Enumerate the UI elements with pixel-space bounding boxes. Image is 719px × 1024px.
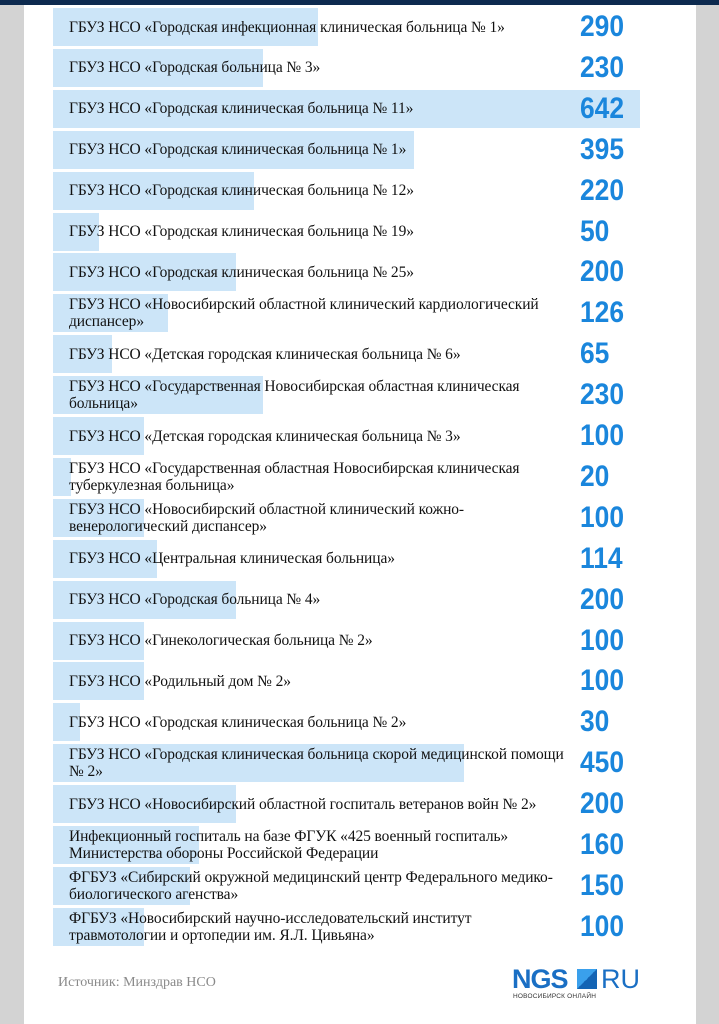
chart-row: ГБУЗ НСО «Родильный дом № 2» 100 xyxy=(53,662,653,701)
bar xyxy=(53,48,264,87)
value-label: 230 xyxy=(580,378,625,412)
value-label: 230 xyxy=(580,50,625,84)
chart-row: ГБУЗ НСО «Городская инфекционная клиниче… xyxy=(53,8,653,46)
chart-row: ФГБУЗ «Новосибирский научно-исследовател… xyxy=(53,907,653,946)
value-label: 450 xyxy=(580,746,625,780)
chart-row: ГБУЗ НСО «Городская больница № 3» 230 xyxy=(53,48,653,87)
value-label: 290 xyxy=(580,10,625,43)
chart-row: ГБУЗ НСО «Городская больница № 4» 200 xyxy=(53,580,653,619)
bar xyxy=(53,662,145,701)
bar xyxy=(53,253,236,292)
value-label: 50 xyxy=(580,214,610,248)
value-label: 642 xyxy=(580,91,625,125)
chart-row: ГБУЗ НСО «Городская клиническая больница… xyxy=(53,253,653,292)
value-label: 100 xyxy=(580,909,625,943)
bar xyxy=(53,457,72,496)
category-label: ГБУЗ НСО «Государственная областная Ново… xyxy=(69,459,520,494)
bar xyxy=(53,130,415,169)
category-label: ГБУЗ НСО «Городская инфекционная клиниче… xyxy=(69,18,505,36)
value-label: 160 xyxy=(580,828,625,861)
bar xyxy=(53,907,145,946)
logo-ngs: NGS xyxy=(512,964,569,994)
category-label: ФГБУЗ «Новосибирский научно-исследовател… xyxy=(69,909,472,944)
category-label: ГБУЗ НСО «Новосибирский областной госпит… xyxy=(69,795,537,813)
chart-row: ФГБУЗ «Сибирский окружной медицинский це… xyxy=(53,866,653,905)
category-label: ФГБУЗ «Сибирский окружной медицинский це… xyxy=(69,868,553,903)
bar xyxy=(53,171,255,210)
value-label: 65 xyxy=(580,337,610,371)
chart-row: ГБУЗ НСО «Городская клиническая больница… xyxy=(53,703,653,742)
bar xyxy=(53,417,145,455)
chart-row: ГБУЗ НСО «Гинекологическая больница № 2»… xyxy=(53,621,653,660)
chart-row: ГБУЗ НСО «Городская клиническая больница… xyxy=(53,89,653,128)
category-label: ГБУЗ НСО «Городская клиническая больница… xyxy=(69,100,414,118)
category-label: ГБУЗ НСО «Родильный дом № 2» xyxy=(69,672,291,690)
category-label: ГБУЗ НСО «Городская больница № 4» xyxy=(69,591,321,609)
bar xyxy=(53,826,200,864)
category-label: ГБУЗ НСО «Городская клиническая больница… xyxy=(69,746,564,781)
value-label: 220 xyxy=(580,173,625,207)
value-label: 20 xyxy=(580,459,610,493)
bar xyxy=(53,539,158,578)
top-bar xyxy=(0,0,719,5)
bar xyxy=(53,580,236,619)
value-label: 200 xyxy=(580,787,625,821)
value-label: 100 xyxy=(580,500,625,534)
chart-row: ГБУЗ НСО «Новосибирский областной клинич… xyxy=(53,294,653,333)
category-label: ГБУЗ НСО «Городская клиническая больница… xyxy=(69,182,414,200)
chart-row: ГБУЗ НСО «Новосибирский областной клинич… xyxy=(53,498,653,537)
chart-row: ГБУЗ НСО «Государственная областная Ново… xyxy=(53,457,653,496)
bar xyxy=(53,376,264,415)
bar xyxy=(53,8,319,46)
bar xyxy=(53,89,640,128)
value-label: 100 xyxy=(580,664,625,698)
bar xyxy=(53,212,99,251)
bar xyxy=(53,744,465,783)
bar xyxy=(53,866,191,905)
category-label: ГБУЗ НСО «Городская больница № 3» xyxy=(69,59,321,77)
category-label: ГБУЗ НСО «Городская клиническая больница… xyxy=(69,223,414,240)
chart-row: ГБУЗ НСО «Центральная клиническая больни… xyxy=(53,539,653,578)
chart-row: ГБУЗ НСО «Городская клиническая больница… xyxy=(53,130,653,169)
chart-row: ГБУЗ НСО «Городская клиническая больница… xyxy=(53,212,653,251)
value-label: 30 xyxy=(580,705,610,739)
chart-row: ГБУЗ НСО «Детская городская клиническая … xyxy=(53,417,653,455)
chart-row: ГБУЗ НСО «Государственная Новосибирская … xyxy=(53,376,653,415)
value-label: 126 xyxy=(580,296,625,330)
source-note: Источник: Минздрав НСО xyxy=(58,975,216,990)
category-label: ГБУЗ НСО «Детская городская клиническая … xyxy=(69,345,461,363)
chart-row: ГБУЗ НСО «Детская городская клиническая … xyxy=(53,335,653,374)
bar xyxy=(53,294,169,333)
bar xyxy=(53,621,145,660)
category-label: ГБУЗ НСО «Городская клиническая больница… xyxy=(69,713,407,731)
chart-row: ГБУЗ НСО «Новосибирский областной госпит… xyxy=(53,785,653,824)
category-label: ГБУЗ НСО «Городская клиническая больница… xyxy=(69,263,414,281)
category-label: ГБУЗ НСО «Центральная клиническая больни… xyxy=(69,550,395,568)
bar xyxy=(53,785,236,824)
logo-square-icon xyxy=(577,969,597,989)
category-label: ГБУЗ НСО «Городская клиническая больница… xyxy=(69,141,407,159)
value-label: 100 xyxy=(580,623,625,657)
logo-subtitle: НОВОСИБИРСК ОНЛАЙН xyxy=(513,993,597,1000)
value-label: 100 xyxy=(580,419,625,452)
chart-row: ГБУЗ НСО «Городская клиническая больница… xyxy=(53,171,653,210)
category-label: ГБУЗ НСО «Детская городская клиническая … xyxy=(69,427,461,445)
chart-row: ГБУЗ НСО «Городская клиническая больница… xyxy=(53,744,653,783)
category-label: ГБУЗ НСО «Государственная Новосибирская … xyxy=(69,378,520,413)
bar xyxy=(53,703,81,742)
value-label: 200 xyxy=(580,582,625,616)
value-label: 200 xyxy=(580,255,625,289)
category-label: Инфекционный госпиталь на базе ФГУК «425… xyxy=(69,828,509,862)
logo-ru: RU xyxy=(601,964,640,994)
chart-row: Инфекционный госпиталь на базе ФГУК «425… xyxy=(53,826,653,864)
ngs-logo: NGS RU НОВОСИБИРСК ОНЛАЙН xyxy=(512,964,652,1004)
category-label: ГБУЗ НСО «Гинекологическая больница № 2» xyxy=(69,632,373,649)
value-label: 150 xyxy=(580,868,625,902)
bar xyxy=(53,335,113,374)
value-label: 114 xyxy=(580,541,623,575)
bar xyxy=(53,498,145,537)
category-label: ГБУЗ НСО «Новосибирский областной клинич… xyxy=(69,500,464,535)
category-label: ГБУЗ НСО «Новосибирский областной клинич… xyxy=(69,296,539,331)
value-label: 395 xyxy=(580,132,625,166)
